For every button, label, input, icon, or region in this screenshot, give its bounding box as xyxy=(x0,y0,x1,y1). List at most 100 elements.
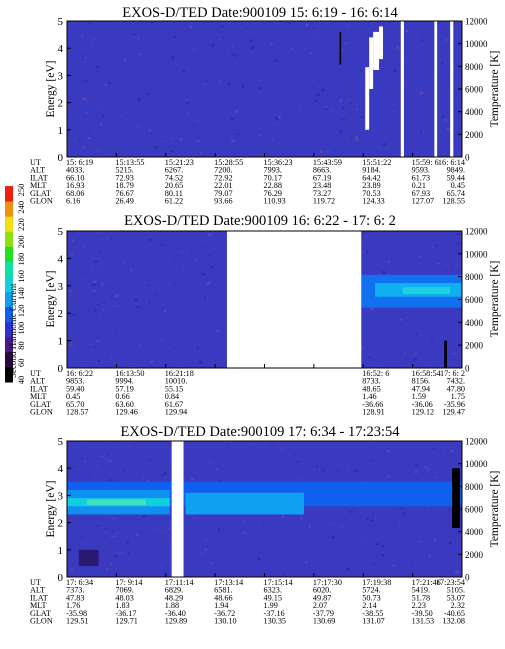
noise-speckle xyxy=(330,523,334,525)
noise-speckle xyxy=(346,568,350,571)
ephemeris-cell: 1.59 xyxy=(412,392,426,401)
ephemeris-cell: 119.72 xyxy=(313,197,335,206)
ephemeris-cell: 17:11:14 xyxy=(165,578,194,587)
noise-speckle xyxy=(253,478,257,480)
colorbar-tick-label: 100 xyxy=(16,322,26,335)
noise-speckle xyxy=(134,299,138,302)
noise-speckle xyxy=(135,70,140,74)
y-tick-label: 3 xyxy=(58,490,64,502)
noise-speckle xyxy=(342,137,345,140)
data-gap xyxy=(226,231,362,368)
noise-speckle xyxy=(78,137,81,141)
ephemeris-cell: 50.73 xyxy=(362,593,380,602)
noise-speckle xyxy=(113,548,115,550)
ephemeris-cell: 15:21:23 xyxy=(165,158,194,167)
noise-speckle xyxy=(193,292,196,295)
noise-speckle xyxy=(453,363,457,365)
ephemeris-cell: 6323. xyxy=(264,586,282,595)
noise-speckle xyxy=(184,529,186,532)
noise-speckle xyxy=(146,552,150,555)
ephemeris-cell: 16:21:18 xyxy=(165,369,194,378)
noise-speckle xyxy=(211,265,215,268)
noise-speckle xyxy=(107,550,110,553)
noise-speckle xyxy=(321,469,325,472)
ephemeris-cell: 17:13:14 xyxy=(214,578,243,587)
noise-speckle xyxy=(81,441,84,443)
noise-speckle xyxy=(99,263,103,266)
noise-speckle xyxy=(98,57,101,61)
noise-speckle xyxy=(361,231,365,234)
noise-speckle xyxy=(189,25,193,29)
ephemeris-cell: 130.69 xyxy=(313,617,336,626)
noise-speckle xyxy=(411,565,413,567)
noise-speckle xyxy=(215,134,219,137)
noise-speckle xyxy=(356,108,359,111)
noise-speckle xyxy=(387,261,390,263)
noise-speckle xyxy=(241,85,245,88)
noise-speckle xyxy=(107,117,110,119)
data-patch xyxy=(339,31,342,65)
noise-speckle xyxy=(342,106,345,110)
noise-speckle xyxy=(427,88,431,90)
ephemeris-cell: -36.66 xyxy=(362,400,383,409)
noise-speckle xyxy=(372,563,376,565)
ephemeris-cell: 48.29 xyxy=(165,593,183,602)
y2-tick-label: 2000 xyxy=(465,550,484,560)
noise-speckle xyxy=(137,124,139,128)
noise-speckle xyxy=(334,531,337,533)
noise-speckle xyxy=(94,133,98,136)
noise-speckle xyxy=(323,106,328,109)
noise-speckle xyxy=(340,118,344,121)
noise-speckle xyxy=(79,23,82,25)
ephemeris-cell: 20.65 xyxy=(165,181,183,190)
noise-speckle xyxy=(163,309,167,313)
noise-speckle xyxy=(381,553,385,557)
noise-speckle xyxy=(89,342,92,345)
noise-speckle xyxy=(204,296,206,299)
noise-speckle xyxy=(84,99,89,102)
noise-speckle xyxy=(407,141,409,145)
noise-speckle xyxy=(392,102,396,106)
data-gap xyxy=(400,21,404,157)
noise-speckle xyxy=(158,565,163,567)
ephemeris-cell: 17: 6: 2 xyxy=(440,369,465,378)
noise-speckle xyxy=(103,530,106,533)
noise-speckle xyxy=(196,140,201,142)
noise-speckle xyxy=(165,530,167,534)
noise-speckle xyxy=(414,470,418,473)
noise-speckle xyxy=(127,552,130,556)
noise-speckle xyxy=(424,471,427,474)
noise-speckle xyxy=(211,44,215,47)
noise-speckle xyxy=(107,460,112,463)
noise-speckle xyxy=(443,150,446,153)
noise-speckle xyxy=(416,563,420,566)
ephemeris-cell: 15:28:55 xyxy=(214,158,243,167)
noise-speckle xyxy=(308,41,313,44)
colorbar-tick-label: 60 xyxy=(16,358,26,367)
noise-speckle xyxy=(243,532,246,534)
noise-speckle xyxy=(95,340,100,343)
noise-speckle xyxy=(275,122,279,126)
noise-speckle xyxy=(338,532,341,535)
ephemeris-cell: 70.17 xyxy=(264,173,282,182)
noise-speckle xyxy=(327,518,329,520)
ephemeris-row-label: ALT xyxy=(30,586,45,595)
noise-speckle xyxy=(270,42,273,46)
noise-speckle xyxy=(118,330,122,332)
ephemeris-row-label: ALT xyxy=(30,377,45,386)
noise-speckle xyxy=(223,72,226,75)
noise-speckle xyxy=(420,334,422,337)
ephemeris-cell: 9849. xyxy=(447,166,465,175)
ephemeris-cell: 17:19:38 xyxy=(362,578,391,587)
panel-1-title: EXOS-D/TED Date:900109 15: 6:19 - 16: 6:… xyxy=(122,5,398,21)
noise-speckle xyxy=(137,53,141,55)
ephemeris-cell: 47.94 xyxy=(412,384,430,393)
noise-speckle xyxy=(286,30,288,33)
noise-speckle xyxy=(296,143,300,146)
noise-speckle xyxy=(149,472,151,476)
noise-speckle xyxy=(317,32,322,35)
noise-speckle xyxy=(218,528,221,531)
spectral-band xyxy=(402,287,451,295)
noise-speckle xyxy=(227,83,231,86)
noise-speckle xyxy=(82,97,86,101)
